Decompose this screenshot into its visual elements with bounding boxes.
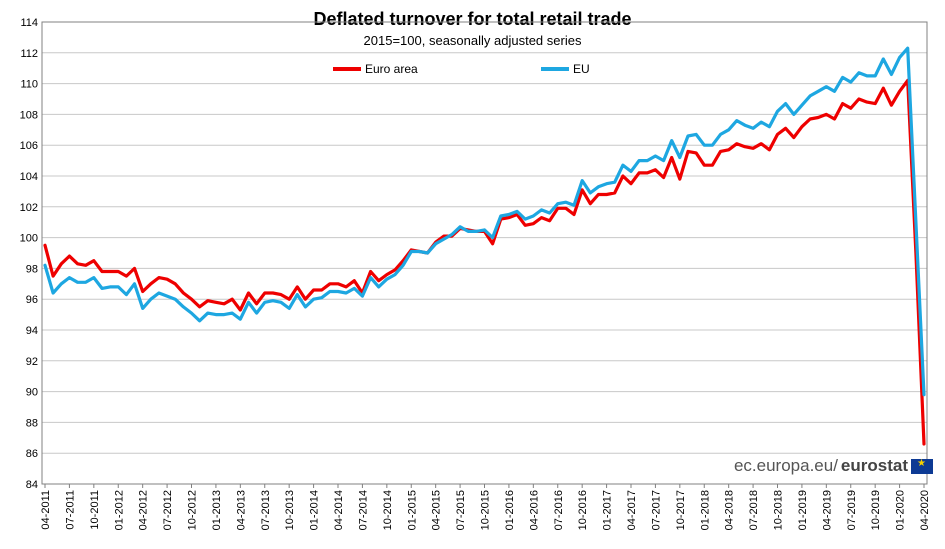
plot-frame [41,21,928,485]
x-tick-label: 04-2014 [333,490,345,530]
legend-swatch-euro-area [333,67,361,71]
x-tick-label: 04-2013 [235,490,247,530]
legend-item-euro-area: Euro area [333,62,418,76]
x-tick-label: 10-2011 [89,490,101,530]
x-tick-label: 10-2012 [187,490,199,530]
x-tick-label: 04-2017 [626,490,638,530]
x-tick-label: 07-2014 [357,490,369,530]
legend-item-eu: EU [541,62,590,76]
x-tick-label: 07-2017 [650,490,662,530]
x-tick-label: 07-2016 [553,490,565,530]
x-tick-label: 04-2015 [431,490,443,530]
y-tick-label: 104 [20,171,38,183]
x-tick-label: 07-2015 [455,490,467,530]
series-line-euro-area [43,78,926,446]
legend-label-euro-area: Euro area [365,62,418,76]
x-tick-label: 10-2015 [480,490,492,530]
x-tick-label: 04-2020 [919,490,931,530]
y-tick-label: 112 [20,48,38,60]
y-tick-label: 114 [20,17,38,29]
legend-label-eu: EU [573,62,590,76]
x-tick-label: 04-2018 [724,490,736,530]
source-domain: ec.europa.eu/ [733,456,838,475]
y-tick-label: 94 [26,325,38,337]
x-tick-label: 10-2017 [675,490,687,530]
y-tick-label: 88 [26,417,38,429]
x-tick-label: 04-2012 [138,490,150,530]
y-tick-label: 92 [26,356,38,368]
x-tick-label: 07-2013 [260,490,272,530]
series-line-eu [43,46,926,397]
x-tick-label: 01-2015 [406,490,418,530]
x-tick-label: 01-2014 [309,490,321,530]
x-tick-label: 01-2017 [602,490,614,530]
x-tick-label: 10-2016 [577,490,589,530]
y-tick-label: 108 [20,109,38,121]
source-credit: ec.europa.eu/eurostat [734,456,933,476]
eu-flag-icon [911,458,933,474]
y-tick-label: 100 [20,233,38,245]
x-tick-label: 01-2013 [211,490,223,530]
x-tick-label: 10-2018 [773,490,785,530]
y-tick-label: 90 [26,387,38,399]
x-tick-label: 10-2013 [284,490,296,530]
y-tick-label: 84 [26,479,38,491]
x-tick-label: 07-2019 [846,490,858,530]
chart-title: Deflated turnover for total retail trade [313,9,632,29]
y-tick-label: 86 [26,448,38,460]
x-tick-label: 01-2016 [504,490,516,530]
x-tick-label: 07-2011 [64,490,76,530]
x-tick-label: 04-2019 [821,490,833,530]
x-tick-label: 10-2019 [870,490,882,530]
y-tick-label: 102 [20,202,38,214]
y-tick-label: 106 [20,140,38,152]
x-tick-label: 01-2020 [895,490,907,530]
source-brand: eurostat [840,456,908,475]
y-tick-label: 110 [20,79,38,91]
x-tick-label: 01-2012 [113,490,125,530]
x-tick-label: 04-2016 [528,490,540,530]
y-tick-label: 98 [26,263,38,275]
x-tick-label: 04-2011 [40,490,52,530]
chart-subtitle: 2015=100, seasonally adjusted series [363,33,582,48]
x-tick-label: 01-2019 [797,490,809,530]
legend-swatch-eu [541,67,569,71]
x-tick-label: 01-2018 [699,490,711,530]
x-tick-label: 07-2012 [162,490,174,530]
x-tick-label: 07-2018 [748,490,760,530]
y-tick-label: 96 [26,294,38,306]
x-tick-label: 10-2014 [382,490,394,530]
